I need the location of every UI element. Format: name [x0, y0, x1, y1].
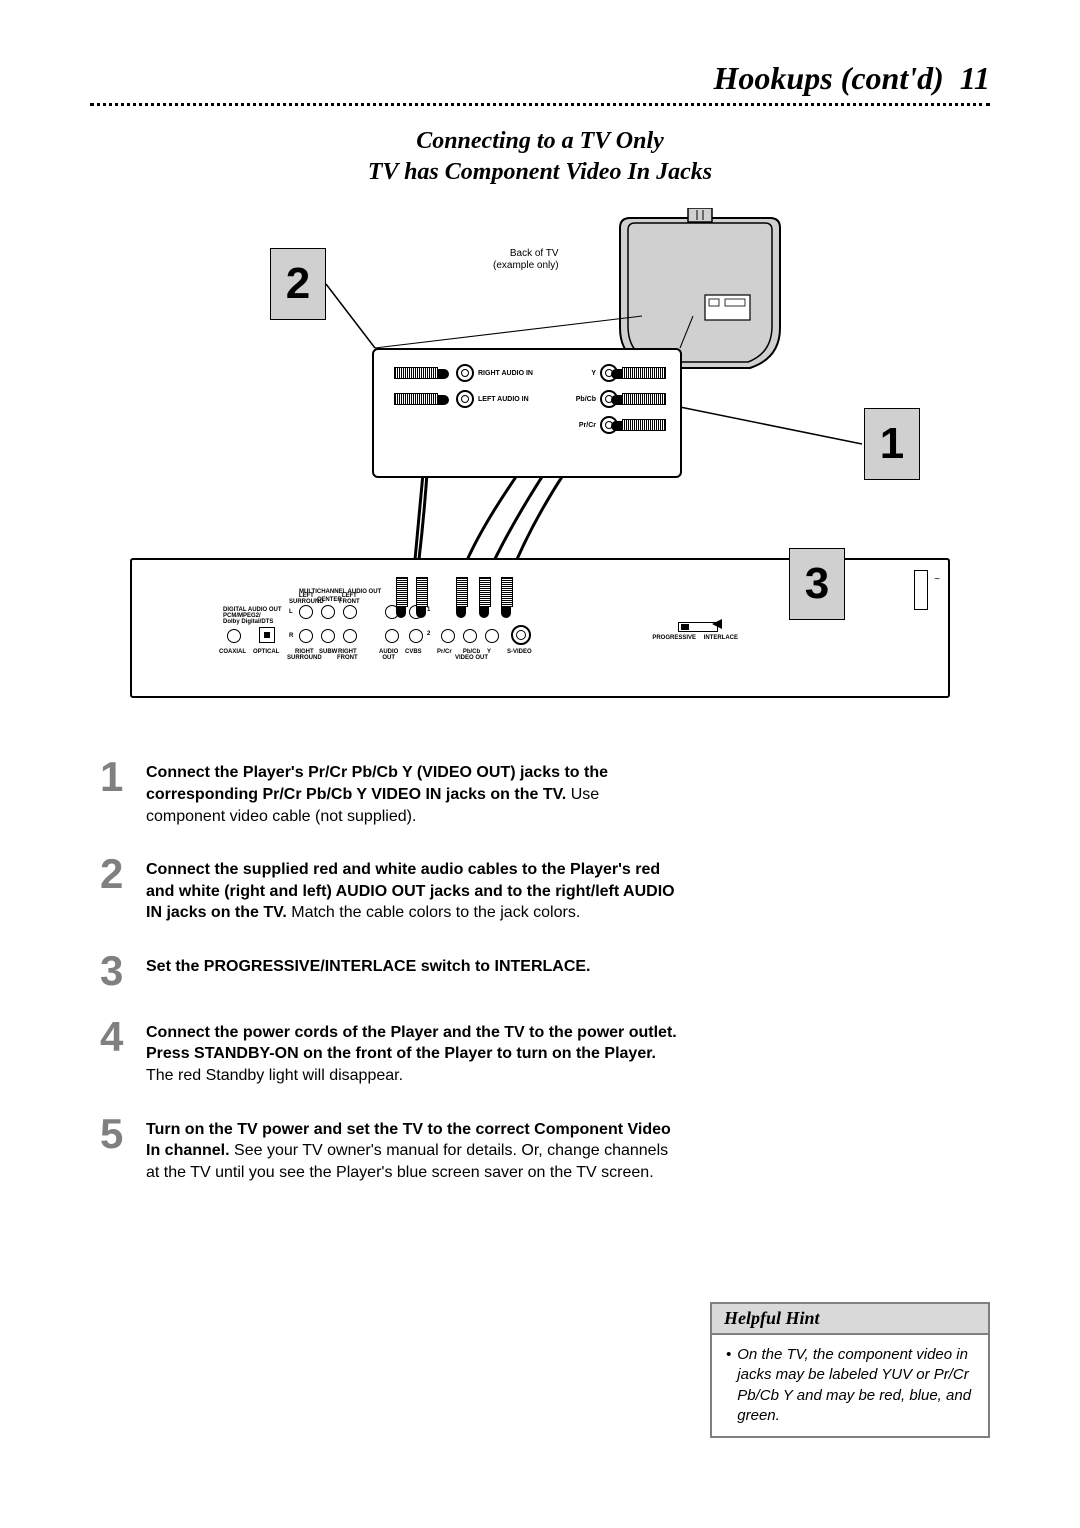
callout-3: 3	[789, 548, 845, 620]
port-ls	[299, 605, 313, 619]
port-prcr	[441, 629, 455, 643]
step-1-text: Connect the Player's Pr/Cr Pb/Cb Y (VIDE…	[146, 758, 680, 827]
port-y	[485, 629, 499, 643]
step-2: 2 Connect the supplied red and white aud…	[100, 855, 680, 924]
callout-1: 1	[864, 408, 920, 480]
plug-b	[416, 577, 428, 607]
steps-list: 1 Connect the Player's Pr/Cr Pb/Cb Y (VI…	[100, 758, 680, 1183]
port-svideo	[511, 625, 531, 645]
port-optical	[259, 627, 275, 643]
video-plug-prcr	[622, 419, 666, 431]
header-title: Hookups (cont'd)	[714, 60, 944, 96]
port-lf	[343, 605, 357, 619]
subtitle: Connecting to a TV Only TV has Component…	[90, 126, 990, 188]
helpful-hint-box: Helpful Hint • On the TV, the component …	[710, 1302, 990, 1438]
plug-c	[456, 577, 468, 607]
hint-body: • On the TV, the component video in jack…	[712, 1335, 988, 1436]
connection-diagram: Back of TV (example only) RIGHT AUDIO IN…	[130, 218, 950, 698]
step-5-text: Turn on the TV power and set the TV to t…	[146, 1115, 680, 1184]
page-header: Hookups (cont'd) 11	[90, 60, 990, 97]
switch-arrow-icon	[712, 617, 726, 631]
header-page: 11	[960, 60, 990, 96]
tv-jack-panel: RIGHT AUDIO IN LEFT AUDIO IN Y Pb/Cb Pr/…	[372, 348, 682, 478]
port-cvbs2	[409, 629, 423, 643]
audio-plug-r	[394, 367, 438, 379]
tv-back-label: Back of TV (example only)	[493, 248, 559, 272]
callout-2: 2	[270, 248, 326, 320]
plug-a	[396, 577, 408, 607]
power-inlet	[914, 570, 928, 610]
step-2-text: Connect the supplied red and white audio…	[146, 855, 680, 924]
video-plug-pbcb	[622, 393, 666, 405]
port-sw	[321, 629, 335, 643]
port-coaxial	[227, 629, 241, 643]
port-audio-r	[385, 629, 399, 643]
step-3-text: Set the PROGRESSIVE/INTERLACE switch to …	[146, 952, 591, 978]
left-audio-in-jack	[456, 390, 474, 408]
video-plug-y	[622, 367, 666, 379]
step-1: 1 Connect the Player's Pr/Cr Pb/Cb Y (VI…	[100, 758, 680, 827]
plug-d	[479, 577, 491, 607]
port-rs	[299, 629, 313, 643]
port-rf	[343, 629, 357, 643]
hint-title: Helpful Hint	[712, 1304, 988, 1335]
player-jacks: MULTICHANNEL AUDIO OUT DIGITAL AUDIO OUT…	[227, 595, 627, 675]
step-3: 3 Set the PROGRESSIVE/INTERLACE switch t…	[100, 952, 680, 990]
right-audio-in-jack	[456, 364, 474, 382]
step-5: 5 Turn on the TV power and set the TV to…	[100, 1115, 680, 1184]
ac-symbol: ~	[934, 574, 940, 585]
port-c	[321, 605, 335, 619]
dotted-rule	[90, 103, 990, 106]
audio-plug-l	[394, 393, 438, 405]
step-4-text: Connect the power cords of the Player an…	[146, 1018, 680, 1087]
subtitle-line1: Connecting to a TV Only	[90, 126, 990, 157]
subtitle-line2: TV has Component Video In Jacks	[90, 157, 990, 188]
step-4: 4 Connect the power cords of the Player …	[100, 1018, 680, 1087]
plug-e	[501, 577, 513, 607]
port-pbcb	[463, 629, 477, 643]
